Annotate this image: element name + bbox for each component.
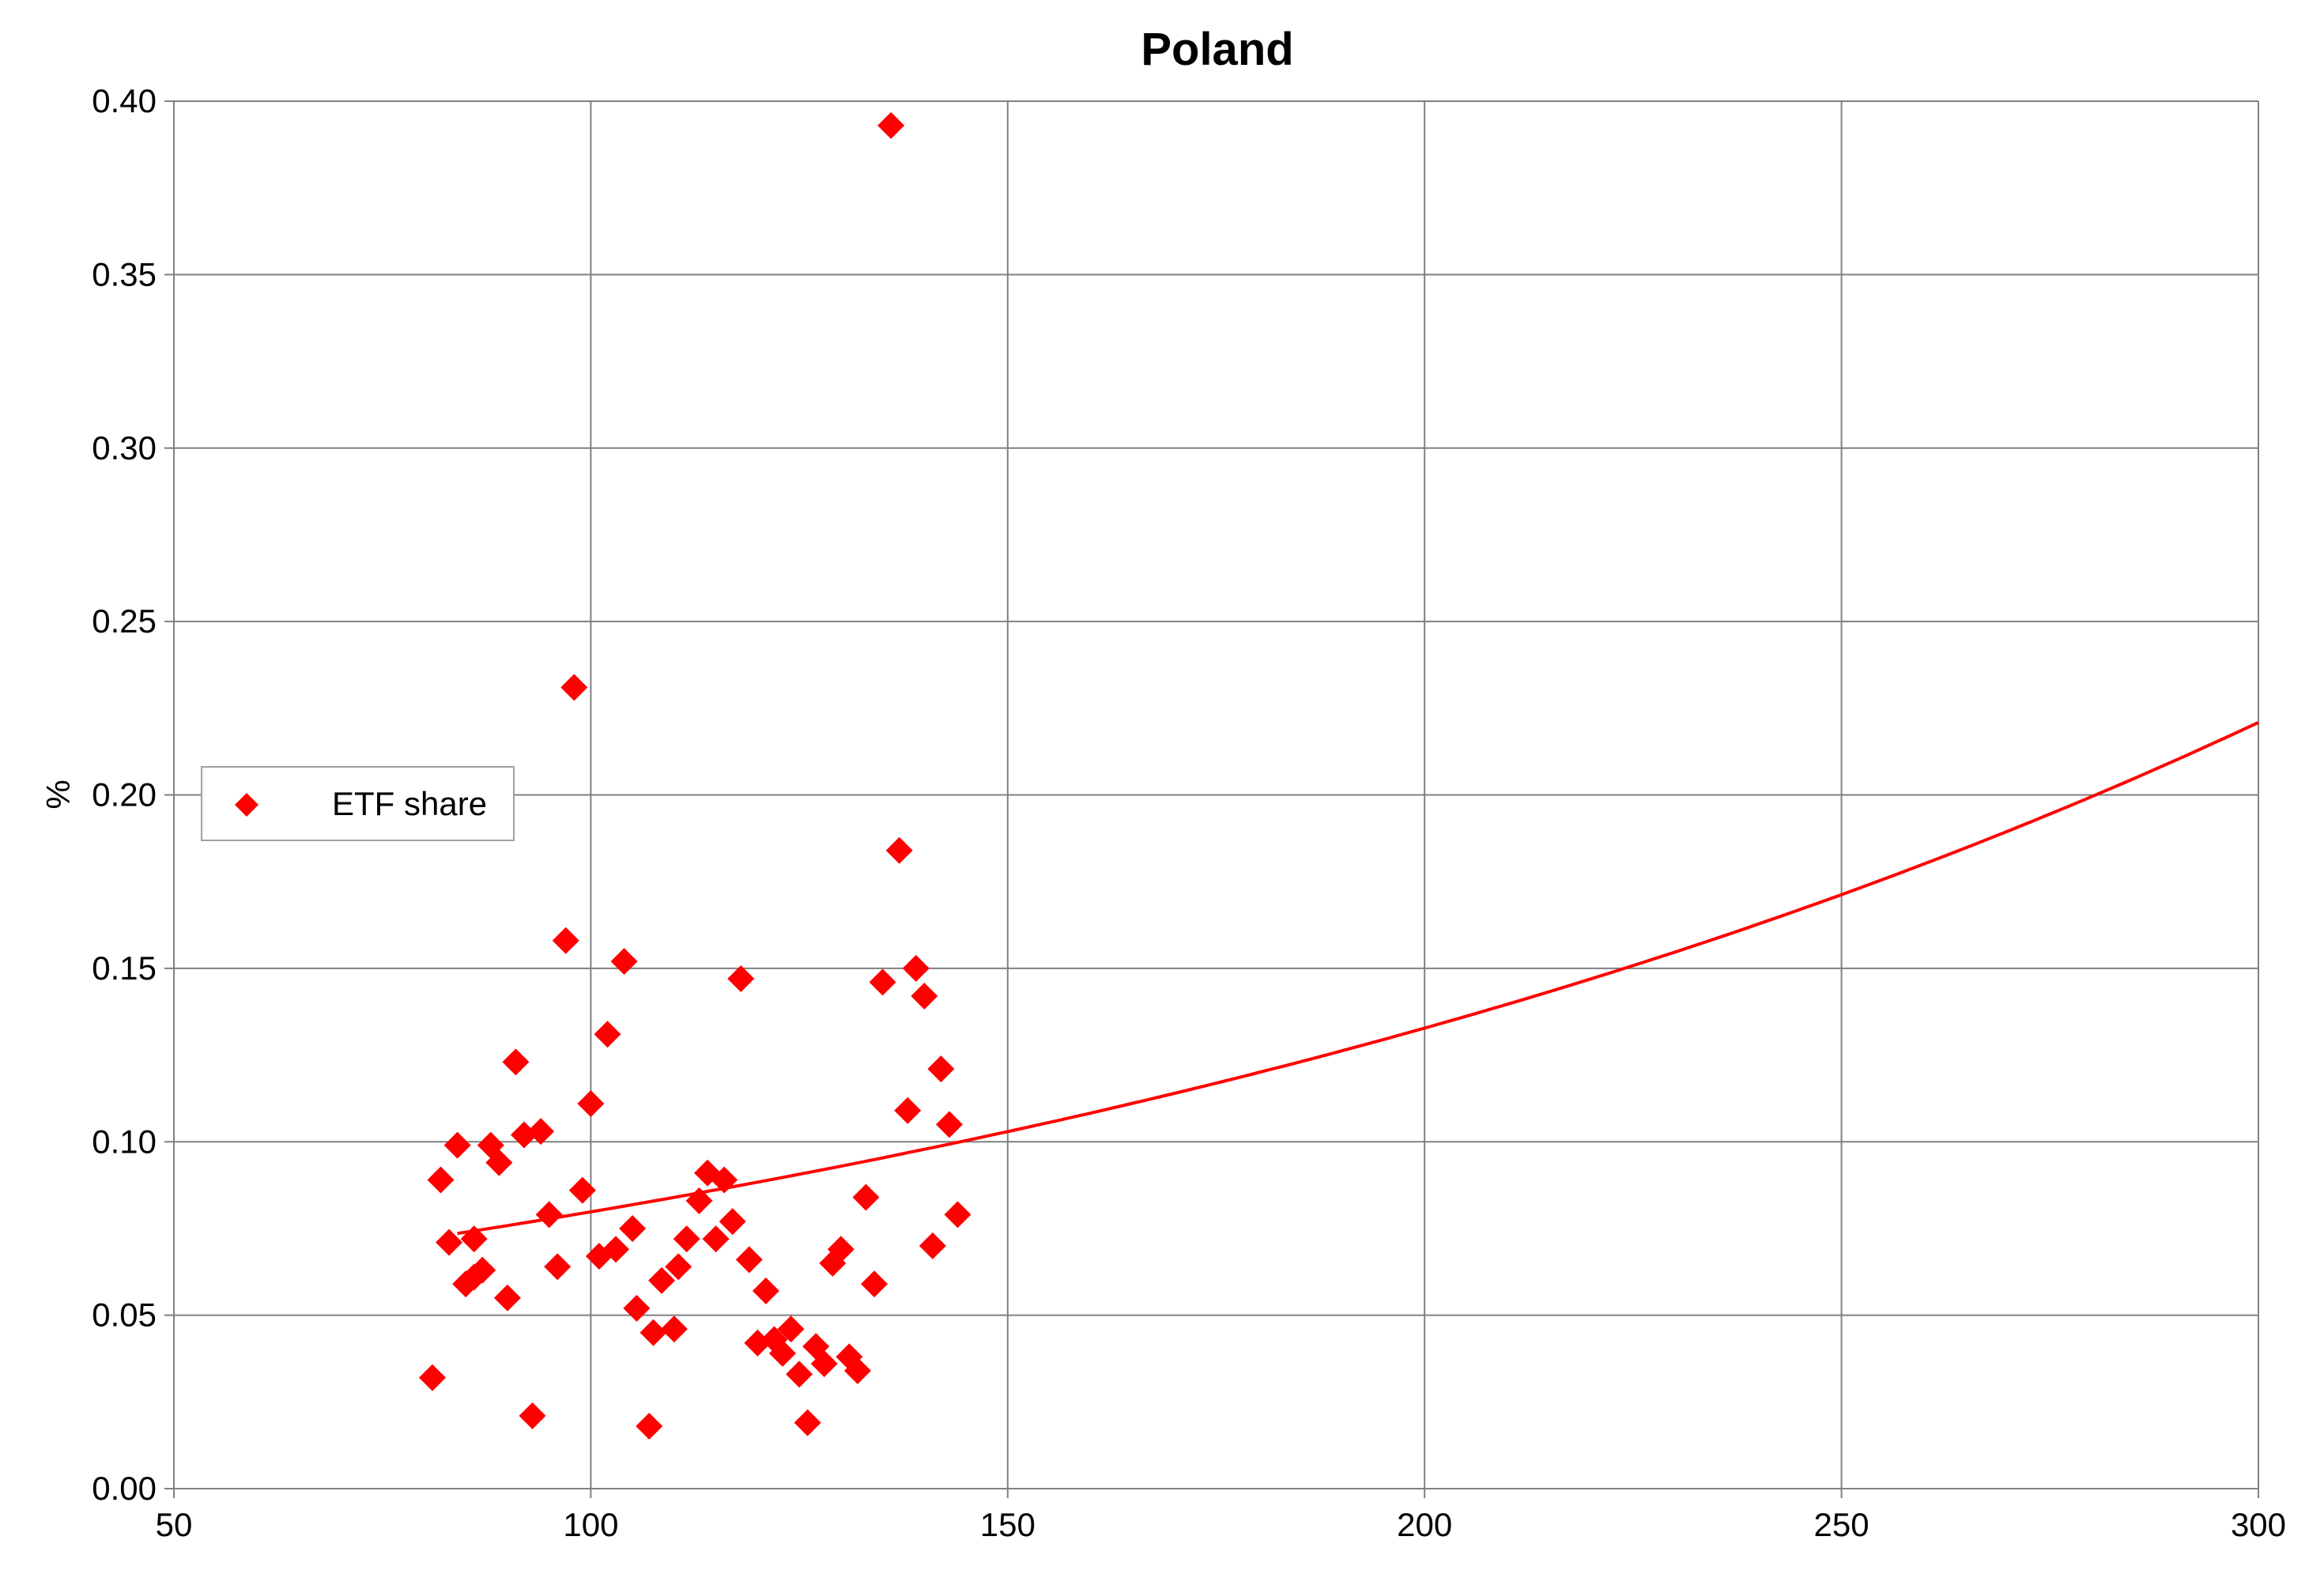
trendline xyxy=(457,721,2259,1236)
data-point xyxy=(702,1225,730,1253)
data-point xyxy=(648,1266,676,1294)
data-point xyxy=(619,1214,647,1242)
data-point xyxy=(436,1229,463,1256)
data-point xyxy=(685,1187,713,1214)
data-point xyxy=(711,1166,738,1194)
data-point xyxy=(769,1339,797,1367)
y-axis-label: % xyxy=(40,780,77,809)
data-point xyxy=(810,1350,838,1378)
data-point xyxy=(852,1183,880,1211)
x-tick-label: 200 xyxy=(1397,1506,1452,1543)
x-tick-label: 50 xyxy=(156,1506,193,1543)
data-point xyxy=(843,1357,871,1384)
y-tick-label: 0.30 xyxy=(92,429,157,466)
data-point xyxy=(944,1201,971,1229)
data-point xyxy=(552,927,579,954)
data-point xyxy=(752,1277,779,1304)
x-tick-label: 150 xyxy=(980,1506,1036,1543)
data-point xyxy=(727,965,755,993)
data-point xyxy=(577,1089,605,1117)
data-point xyxy=(602,1236,630,1263)
data-point xyxy=(777,1316,805,1343)
x-tick-label: 300 xyxy=(2231,1506,2286,1543)
data-point xyxy=(786,1361,813,1388)
data-point xyxy=(594,1021,621,1048)
legend-diamond xyxy=(235,793,258,817)
data-point xyxy=(911,982,938,1010)
axes xyxy=(164,100,2259,1498)
chart-title: Poland xyxy=(1141,24,1293,75)
data-point xyxy=(493,1284,521,1312)
legend-marker-icon xyxy=(235,793,258,817)
data-point xyxy=(636,1413,663,1440)
data-point xyxy=(665,1253,692,1281)
data-point xyxy=(869,968,896,996)
legend-box xyxy=(201,766,515,841)
x-tick-label: 100 xyxy=(563,1506,618,1543)
data-point xyxy=(861,1270,888,1298)
y-tick-label: 0.15 xyxy=(92,949,157,987)
data-point xyxy=(794,1409,821,1436)
data-point xyxy=(460,1225,488,1253)
data-point xyxy=(639,1319,667,1346)
y-tick-label: 0.10 xyxy=(92,1123,157,1160)
data-point xyxy=(427,1166,455,1194)
y-tick-label: 0.20 xyxy=(92,776,157,813)
y-tick-label: 0.25 xyxy=(92,602,157,640)
x-tick-label: 250 xyxy=(1814,1506,1869,1543)
data-point xyxy=(919,1232,946,1259)
data-point xyxy=(469,1256,496,1284)
data-point xyxy=(623,1294,651,1322)
y-tick-label: 0.00 xyxy=(92,1470,157,1507)
data-point xyxy=(485,1149,513,1176)
data-point xyxy=(673,1225,700,1253)
data-point xyxy=(418,1364,446,1391)
data-point xyxy=(935,1111,963,1138)
data-point xyxy=(544,1253,572,1281)
data-point xyxy=(877,111,905,139)
data-point xyxy=(735,1246,763,1274)
data-point xyxy=(560,674,588,701)
data-point xyxy=(885,836,913,864)
legend-label: ETF share xyxy=(332,785,487,822)
data-point xyxy=(660,1316,688,1343)
data-point xyxy=(519,1402,546,1429)
data-point xyxy=(527,1118,555,1146)
data-point xyxy=(443,1131,471,1159)
data-point xyxy=(610,948,638,976)
data-point xyxy=(719,1208,746,1236)
data-point xyxy=(902,954,930,982)
legend: ETF share xyxy=(201,766,515,841)
y-tick-label: 0.40 xyxy=(92,82,157,119)
data-points xyxy=(418,111,971,1440)
data-point xyxy=(568,1176,596,1204)
y-tick-label: 0.35 xyxy=(92,255,157,293)
data-point xyxy=(535,1201,563,1229)
y-tick-label: 0.05 xyxy=(92,1297,157,1334)
data-point xyxy=(894,1097,922,1124)
data-point xyxy=(827,1236,855,1263)
grid-lines xyxy=(174,100,2259,1489)
tick-labels: 0.00 0.05 0.10 0.15 0.20 0.25 0.30 0.35 0.40 50 10… xyxy=(92,82,2286,1543)
trendline-group xyxy=(457,721,2259,1236)
data-point xyxy=(927,1055,955,1083)
data-point xyxy=(502,1048,530,1076)
